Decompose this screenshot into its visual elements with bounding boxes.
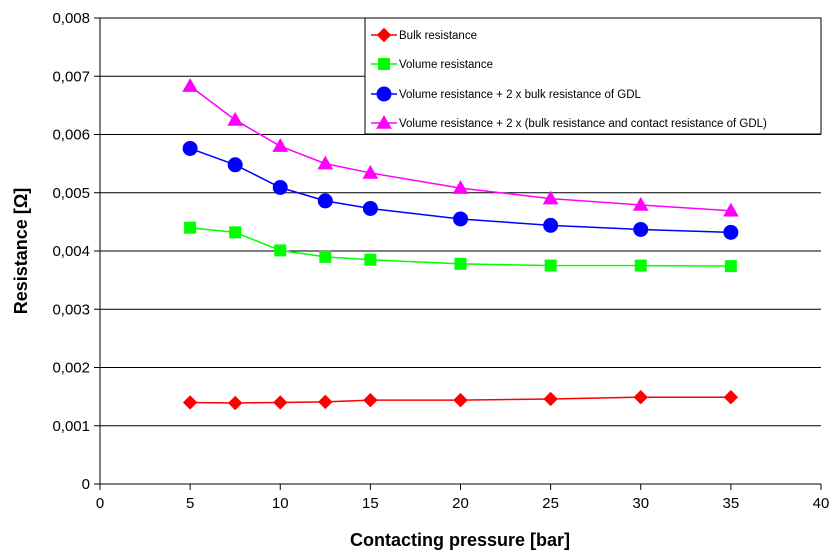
series-0-point-5 <box>453 392 468 408</box>
legend-marker-0 <box>376 27 392 43</box>
series-2-point-0 <box>182 140 198 156</box>
y-tick-label-4: 0,004 <box>52 243 90 260</box>
y-tick-label-1: 0,001 <box>52 418 90 435</box>
y-axis-title: Resistance [Ω] <box>11 188 31 314</box>
series-3-point-7 <box>632 196 649 211</box>
series-1-point-7 <box>634 259 647 272</box>
series-3-point-4 <box>362 164 379 179</box>
legend-label-1: Volume resistance <box>399 59 493 71</box>
tick-labels: 0 0,001 0,002 0,003 0,004 0,005 0,006 0,007 0,00… <box>52 10 829 512</box>
series-1-point-4 <box>364 253 377 266</box>
series-0 <box>182 390 739 411</box>
series-2-point-1 <box>227 157 243 173</box>
series-0-point-4 <box>363 392 378 408</box>
series-0-point-6 <box>543 391 558 407</box>
legend-marker-1 <box>378 58 390 70</box>
x-tick-label-6: 30 <box>632 495 649 512</box>
series-0-point-2 <box>273 395 288 410</box>
y-tick-label-6: 0,006 <box>52 127 90 144</box>
series-1-point-8 <box>724 260 737 273</box>
series-1-point-5 <box>454 257 467 270</box>
legend-box <box>364 17 822 135</box>
series-3-point-2 <box>272 138 289 152</box>
series-0-point-8 <box>723 390 739 405</box>
series-2-point-2 <box>272 180 288 196</box>
legend-label-0: Bulk resistance <box>399 30 477 42</box>
x-tick-label-7: 35 <box>723 495 740 512</box>
series-0-point-1 <box>227 395 243 411</box>
x-tick-label-4: 20 <box>452 495 469 512</box>
y-tick-label-2: 0,002 <box>52 360 90 377</box>
series-3-point-8 <box>723 202 739 217</box>
series-1 <box>184 221 737 273</box>
series-1-point-1 <box>229 226 242 239</box>
series-3-point-5 <box>452 180 469 194</box>
series-layer <box>182 78 739 411</box>
series-3 <box>182 78 739 217</box>
y-tick-label-7: 0,007 <box>52 68 90 85</box>
x-tick-label-2: 10 <box>272 495 289 512</box>
x-tick-label-8: 40 <box>813 495 830 512</box>
x-axis-title: Contacting pressure [bar] <box>350 530 570 550</box>
series-2-point-7 <box>633 221 649 237</box>
series-3-point-0 <box>182 78 198 92</box>
series-1-point-2 <box>274 244 287 257</box>
x-tick-label-1: 5 <box>186 495 194 512</box>
series-2 <box>182 140 739 240</box>
series-0-point-0 <box>182 395 198 410</box>
legend-label-3: Volume resistance + 2 x (bulk resistance… <box>399 118 767 130</box>
series-1-point-6 <box>544 259 557 272</box>
x-tick-label-0: 0 <box>96 495 104 512</box>
legend-label-2: Volume resistance + 2 x bulk resistance … <box>399 89 642 101</box>
series-3-point-1 <box>227 111 244 126</box>
series-2-point-5 <box>453 211 468 227</box>
y-tick-label-3: 0,003 <box>52 301 90 318</box>
series-0-point-3 <box>318 394 333 410</box>
series-1-point-0 <box>184 221 197 234</box>
axes <box>94 17 822 490</box>
series-2-point-8 <box>723 224 739 240</box>
y-tick-label-0: 0 <box>82 476 90 493</box>
y-tick-label-5: 0,005 <box>52 185 90 202</box>
series-2-point-3 <box>317 193 333 209</box>
y-tick-label-8: 0,008 <box>52 10 90 27</box>
legend: Bulk resistance Volume resistance Volume r… <box>364 17 822 135</box>
series-2-point-4 <box>362 200 378 216</box>
series-1-point-3 <box>319 250 332 263</box>
series-2-point-6 <box>543 217 559 233</box>
series-3-point-6 <box>542 190 559 205</box>
series-3-point-3 <box>317 155 334 170</box>
x-tick-label-3: 15 <box>362 495 379 512</box>
legend-marker-2 <box>376 86 392 102</box>
legend-marker-3 <box>376 114 392 129</box>
x-tick-label-5: 25 <box>542 495 559 512</box>
series-0-point-7 <box>633 390 648 405</box>
